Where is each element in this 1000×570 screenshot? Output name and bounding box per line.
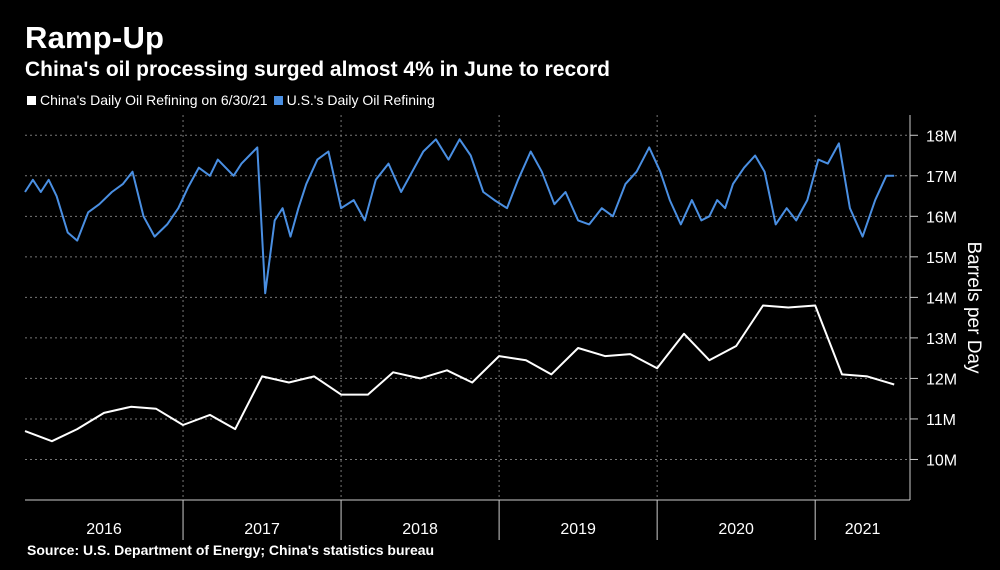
x-tick-label: 2018 bbox=[402, 521, 438, 538]
series-line-china bbox=[24, 304, 895, 443]
legend-swatch-us bbox=[273, 95, 283, 105]
legend-label-us: U.S.'s Daily Oil Refining bbox=[286, 92, 435, 108]
x-tick-label: 2016 bbox=[86, 521, 122, 538]
y-tick-label: 18M bbox=[926, 128, 957, 145]
x-tick-label: 2020 bbox=[718, 521, 754, 538]
grid-lines bbox=[25, 115, 910, 500]
chart-title: Ramp-Up bbox=[25, 20, 165, 55]
y-axis-label: Barrels per Day bbox=[963, 242, 984, 374]
x-tick-label: 2021 bbox=[845, 521, 881, 538]
chart-subtitle: China's oil processing surged almost 4% … bbox=[25, 58, 610, 81]
x-tick-label: 2019 bbox=[560, 521, 596, 538]
y-tick-label: 12M bbox=[926, 371, 957, 388]
series-line-us bbox=[24, 138, 895, 295]
legend-item-us: U.S.'s Daily Oil Refining bbox=[273, 92, 435, 108]
x-tick-label: 2017 bbox=[244, 521, 280, 538]
y-tick-label: 13M bbox=[926, 331, 957, 348]
y-tick-label: 11M bbox=[926, 412, 956, 429]
y-tick-label: 15M bbox=[926, 250, 957, 267]
tick-labels: 10M 11M 12M 13M 14M 15M 16M 17M 18M 2016 2017 2018 2… bbox=[86, 128, 984, 538]
legend-label-china: China's Daily Oil Refining on 6/30/21 bbox=[40, 92, 268, 108]
y-tick-label: 17M bbox=[926, 169, 957, 186]
source-note: Source: U.S. Department of Energy; China… bbox=[27, 542, 435, 558]
y-tick-label: 16M bbox=[926, 209, 957, 226]
y-tick-label: 14M bbox=[926, 290, 957, 307]
legend-item-china: China's Daily Oil Refining on 6/30/21 bbox=[27, 92, 268, 108]
axes bbox=[25, 115, 918, 540]
legend: China's Daily Oil Refining on 6/30/21 U.… bbox=[27, 92, 441, 108]
legend-swatch-china bbox=[27, 95, 36, 105]
y-tick-label: 10M bbox=[926, 452, 957, 469]
series-layer bbox=[24, 138, 895, 443]
